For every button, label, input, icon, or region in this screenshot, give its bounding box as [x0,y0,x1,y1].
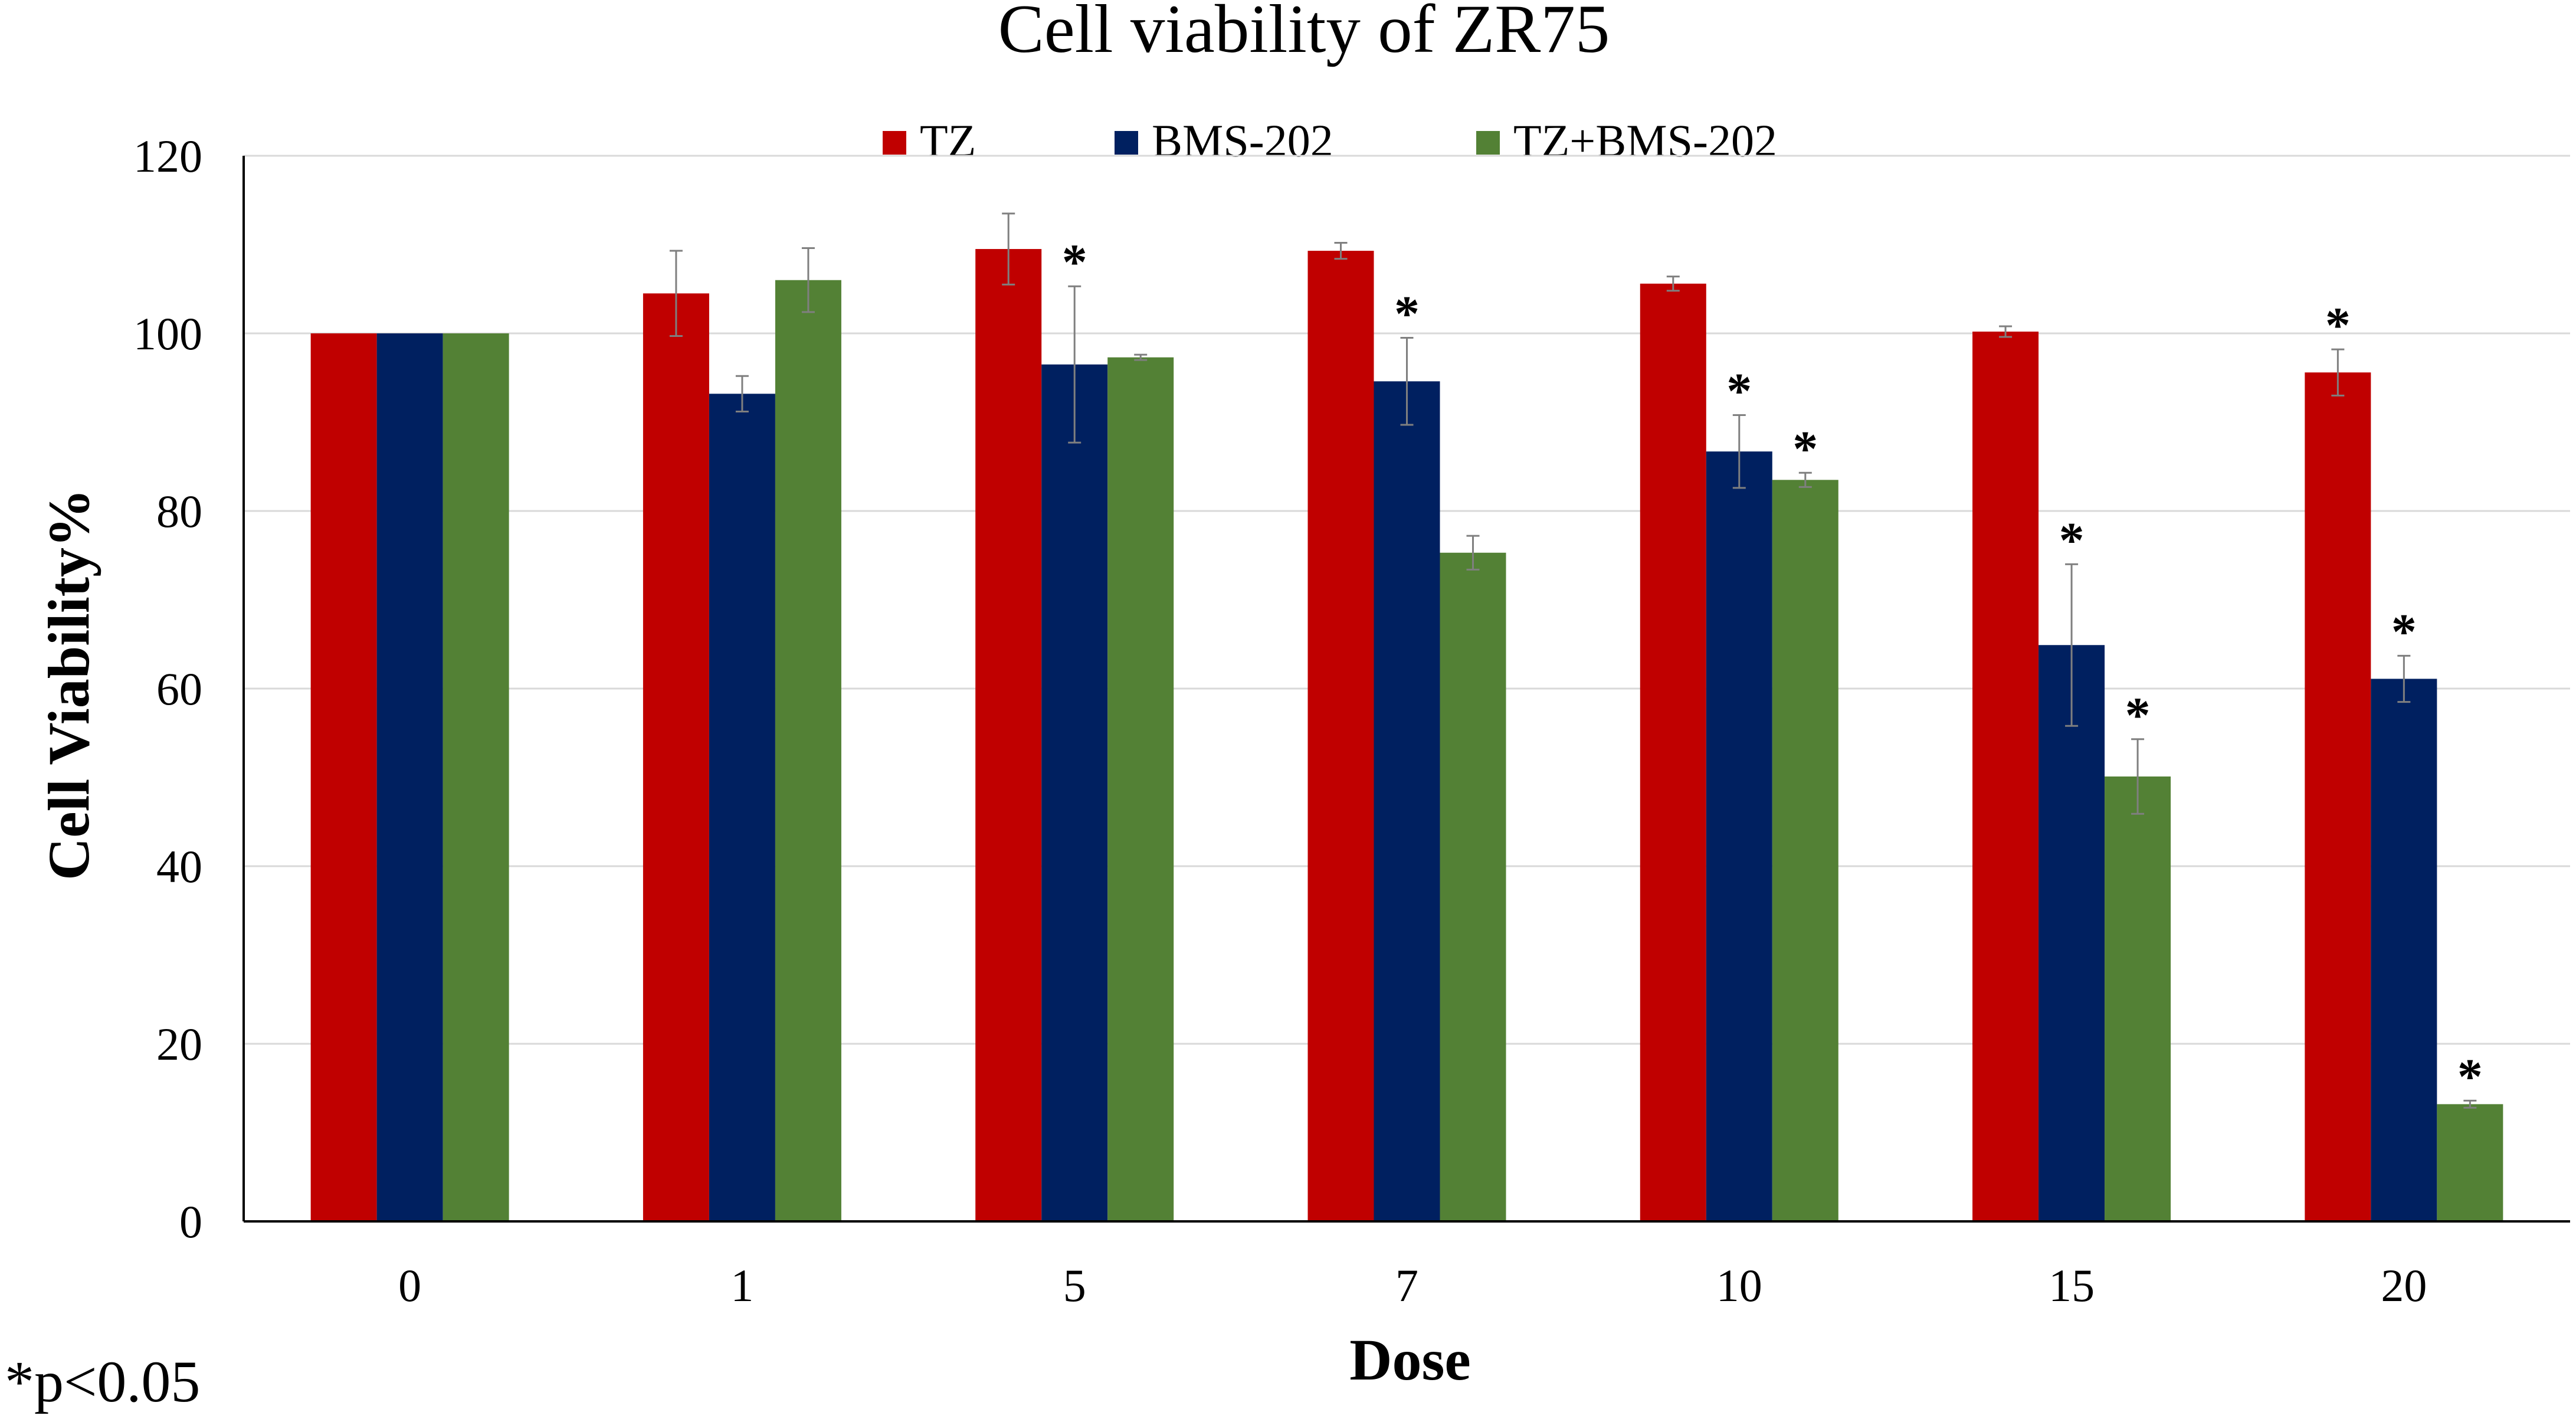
legend-label: BMS-202 [1152,115,1333,166]
bar [1041,364,1108,1221]
bar [1307,251,1374,1221]
bar [1706,451,1772,1221]
y-tick-label: 0 [179,1196,202,1247]
x-tick-label: 0 [398,1260,421,1311]
bar [2105,776,2171,1221]
significance-marker: * [1062,234,1087,290]
legend-swatch [1115,131,1138,155]
y-tick-label: 120 [133,130,202,182]
bar [775,280,841,1222]
bar [1640,283,1706,1222]
significance-marker: * [2391,603,2417,660]
legend-swatch [883,131,906,155]
y-tick-labels: 0 20 40 60 80 100 120 [133,130,202,1247]
y-tick-label: 20 [156,1018,202,1070]
y-tick-label: 40 [156,841,202,892]
significance-marker: * [2059,512,2085,568]
significance-marker: * [2125,687,2151,743]
bar [376,333,443,1221]
bar [975,249,1042,1221]
y-axis-title: Cell Viability% [36,489,101,880]
bar [1972,331,2039,1221]
x-tick-label: 20 [2381,1260,2427,1311]
x-tick-label: 10 [1716,1260,1762,1311]
legend-swatch [1476,131,1500,155]
x-tick-label: 15 [2049,1260,2095,1311]
bar [2038,645,2105,1221]
bar [2371,679,2437,1221]
bar [2437,1104,2503,1221]
bar [2305,372,2371,1221]
x-tick-labels: 0 1 5 7 10 15 20 [398,1260,2427,1311]
legend-label: TZ [920,115,976,166]
y-tick-label: 60 [156,663,202,715]
bar [443,333,509,1221]
chart-title: Cell viability of ZR75 [998,0,1610,67]
bar [310,333,377,1221]
bar [709,394,775,1221]
bar [643,293,709,1221]
bar [1772,480,1838,1222]
x-tick-label: 5 [1063,1260,1086,1311]
axes [242,156,2570,1223]
bar [1440,552,1506,1221]
x-tick-label: 7 [1395,1260,1418,1311]
y-tick-label: 80 [156,486,202,537]
x-tick-label: 1 [730,1260,753,1311]
legend-label: TZ+BMS-202 [1513,115,1777,166]
significance-markers: * * * * * * * * * [1062,234,2483,1105]
significance-marker: * [2457,1048,2483,1105]
significance-marker: * [1726,362,1752,419]
bar [1107,357,1174,1221]
x-axis-title: Dose [1349,1327,1471,1392]
significance-marker: * [2325,297,2351,353]
bar [1374,381,1440,1221]
error-bars [669,212,2477,1109]
y-tick-label: 100 [133,308,202,359]
legend: TZ BMS-202 TZ+BMS-202 [883,115,1777,166]
bars [310,249,2503,1222]
significance-marker: * [1394,286,1420,342]
significance-marker: * [1792,420,1818,477]
significance-footnote: *p<0.05 [5,1349,200,1414]
